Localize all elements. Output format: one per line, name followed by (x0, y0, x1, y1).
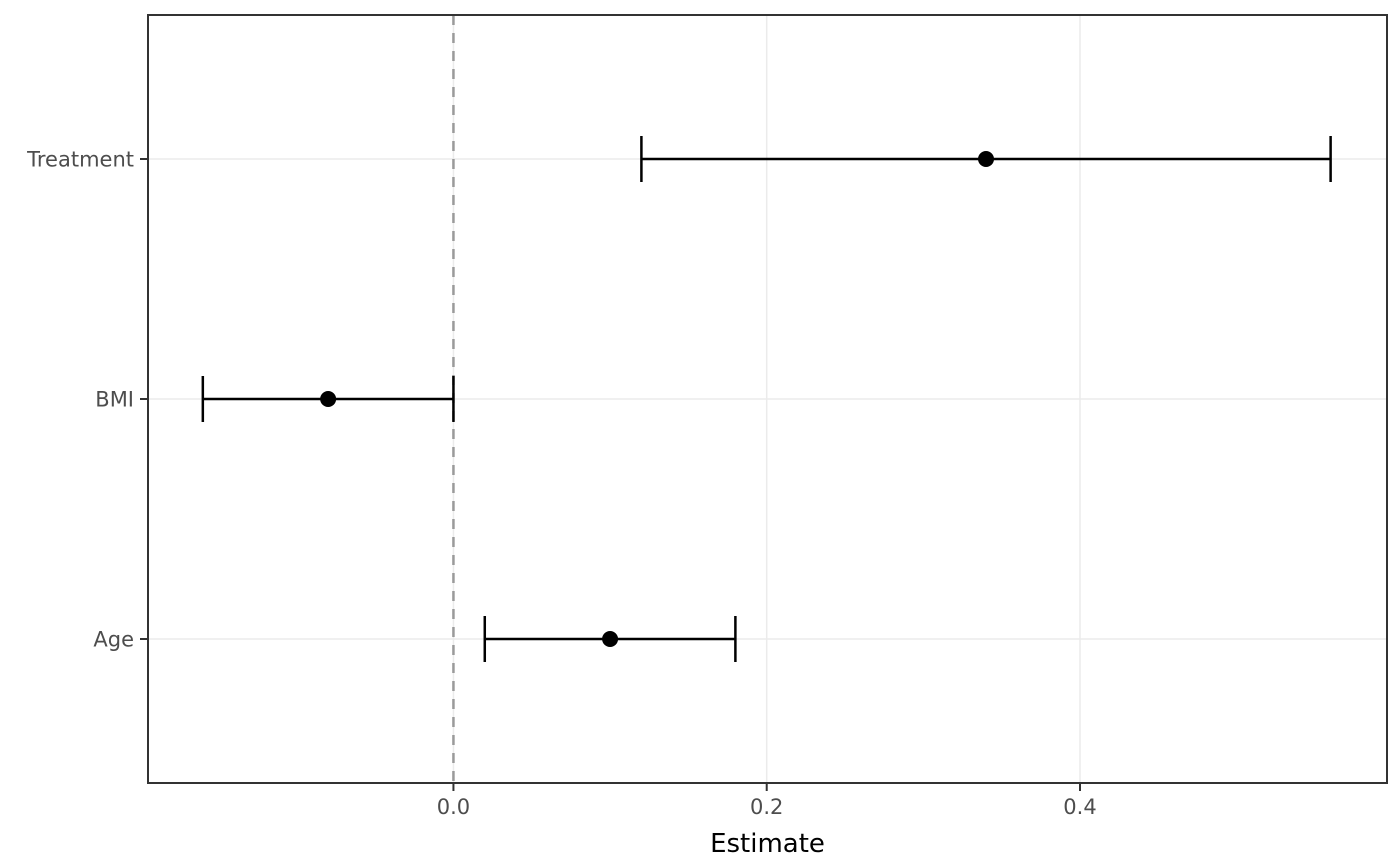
point-estimate-treatment (978, 151, 995, 167)
x-tick-label: 0.0 (437, 795, 470, 819)
x-axis-title: Estimate (710, 829, 825, 859)
point-estimate-age (602, 631, 619, 647)
x-tick-label: 0.4 (1063, 795, 1096, 819)
category-label-bmi: BMI (95, 387, 134, 411)
category-label-treatment: Treatment (26, 147, 134, 171)
x-tick-label: 0.2 (750, 795, 783, 819)
category-label-age: Age (93, 627, 134, 651)
point-estimate-bmi (320, 391, 337, 407)
